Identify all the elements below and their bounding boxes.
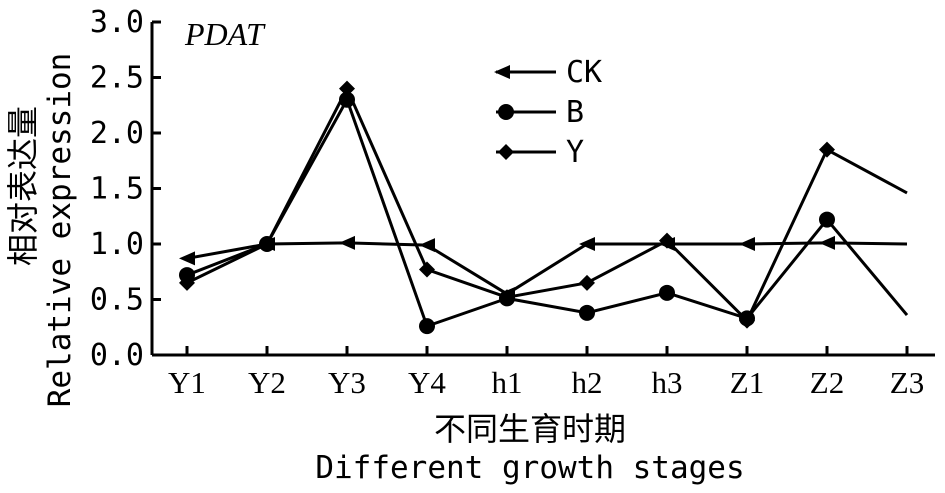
x-tick-label: Z3 bbox=[890, 365, 924, 400]
x-tick-label: Y1 bbox=[168, 365, 206, 400]
x-tick-label: Y2 bbox=[248, 365, 286, 400]
chart-title: PDAT bbox=[184, 16, 266, 52]
y-axis-label-cn: 相对表达量 bbox=[4, 106, 42, 266]
legend-label-b: B bbox=[566, 95, 584, 130]
point-b bbox=[579, 304, 595, 321]
point-ck bbox=[179, 251, 195, 266]
series-line-ck bbox=[186, 241, 908, 296]
legend-marker-y bbox=[498, 144, 514, 160]
x-tick-label: h2 bbox=[572, 365, 603, 400]
legend-label-y: Y bbox=[566, 135, 584, 170]
point-b bbox=[419, 318, 435, 335]
point-ck bbox=[419, 238, 435, 253]
point-y bbox=[499, 289, 515, 306]
point-y bbox=[339, 80, 355, 97]
x-tick-label: h3 bbox=[652, 365, 683, 400]
legend-item-y: Y bbox=[496, 135, 584, 170]
y-tick-label: 0.5 bbox=[90, 283, 144, 318]
legend-label-ck: CK bbox=[566, 55, 602, 90]
point-y bbox=[419, 261, 435, 278]
point-y bbox=[739, 312, 755, 329]
series-line-y bbox=[186, 85, 908, 324]
y-tick-label: 2.0 bbox=[90, 116, 144, 151]
point-b bbox=[659, 284, 675, 301]
point-ck bbox=[579, 237, 595, 251]
legend-item-ck: CK bbox=[494, 55, 602, 90]
y-tick-label: 1.0 bbox=[90, 227, 144, 262]
y-tick-label: 1.5 bbox=[90, 172, 144, 207]
legend-marker-b bbox=[498, 104, 514, 120]
y-axis-label: Relative expression bbox=[42, 53, 78, 408]
point-y bbox=[179, 274, 195, 291]
point-y bbox=[579, 274, 595, 291]
legend-item-b: B bbox=[496, 95, 584, 130]
y-tick-label: 0.0 bbox=[90, 338, 144, 373]
point-ck bbox=[339, 235, 355, 250]
y-ticks: 0.0 0.5 1.0 1.5 2.0 2.5 3.0 bbox=[90, 5, 161, 373]
point-ck bbox=[819, 235, 835, 250]
y-tick-label: 3.0 bbox=[90, 5, 144, 40]
x-tick-label: Z2 bbox=[810, 365, 844, 400]
x-tick-label: Z1 bbox=[730, 365, 764, 400]
point-y bbox=[659, 232, 675, 249]
x-axis-label-cn: 不同生育时期 bbox=[434, 410, 626, 448]
series-group bbox=[179, 80, 909, 335]
legend-marker-ck bbox=[494, 65, 510, 79]
x-tick-label: h1 bbox=[492, 365, 523, 400]
point-ck bbox=[739, 237, 755, 251]
x-tick-label: Y4 bbox=[408, 365, 446, 400]
point-b bbox=[819, 211, 835, 228]
point-y bbox=[259, 236, 275, 252]
x-axis-label: Different growth stages bbox=[315, 450, 744, 486]
point-y bbox=[819, 141, 835, 158]
x-tick-label: Y3 bbox=[328, 365, 366, 400]
series-y bbox=[179, 80, 908, 329]
legend: CK BY bbox=[494, 55, 602, 170]
x-ticks: Y1 Y2 Y3 Y4 h1 h2 h3 Z1 Z2 Z3 bbox=[168, 346, 924, 400]
y-tick-label: 2.5 bbox=[90, 61, 144, 96]
series-line-b bbox=[186, 96, 909, 329]
